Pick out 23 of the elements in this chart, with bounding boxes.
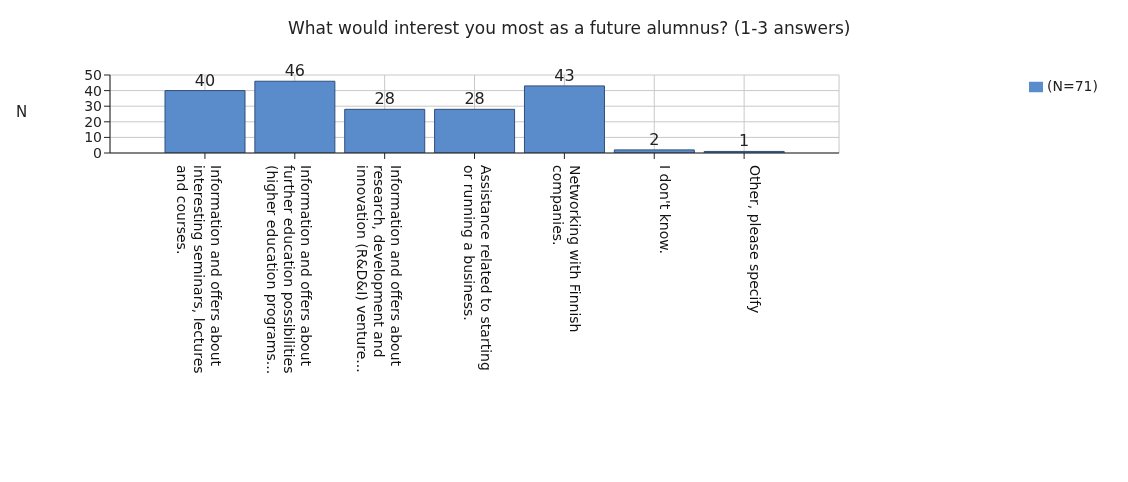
data-label: 43	[554, 65, 575, 85]
chart-title: What would interest you most as a future alumnus? (1-3 answers)	[288, 18, 851, 38]
y-tick-label: 20	[84, 113, 102, 130]
x-tick-label: Information and offers about research, development and innovation (R&D&I) venture...	[353, 165, 404, 373]
data-label: 46	[284, 61, 306, 81]
y-tick-label: 10	[84, 129, 102, 146]
y-tick-label: 40	[84, 82, 102, 99]
data-label: 28	[464, 89, 485, 109]
y-tick-label: 0	[93, 144, 102, 161]
x-tick-label: Assistance related to starting or running a business.	[460, 165, 494, 371]
x-tick-label: I don't know.	[657, 165, 674, 254]
x-tick-label: Networking with Finnish companies.	[550, 165, 584, 333]
x-tick-label: Other, please specify	[747, 165, 764, 314]
data-label: 1	[739, 131, 750, 151]
legend-label: (N=71)	[1047, 78, 1098, 94]
y-axis-title: N	[16, 103, 28, 121]
data-label: 2	[649, 129, 660, 149]
y-tick-label: 30	[84, 98, 102, 115]
data-label: 28	[374, 89, 395, 109]
x-tick-label: Information and offers about interesting seminars, lectures and courses.	[173, 165, 224, 374]
y-tick-label: 50	[84, 66, 102, 83]
x-tick-label: Information and offers about further education possibilities (higher education programs...	[263, 165, 314, 375]
data-label: 40	[194, 70, 216, 90]
